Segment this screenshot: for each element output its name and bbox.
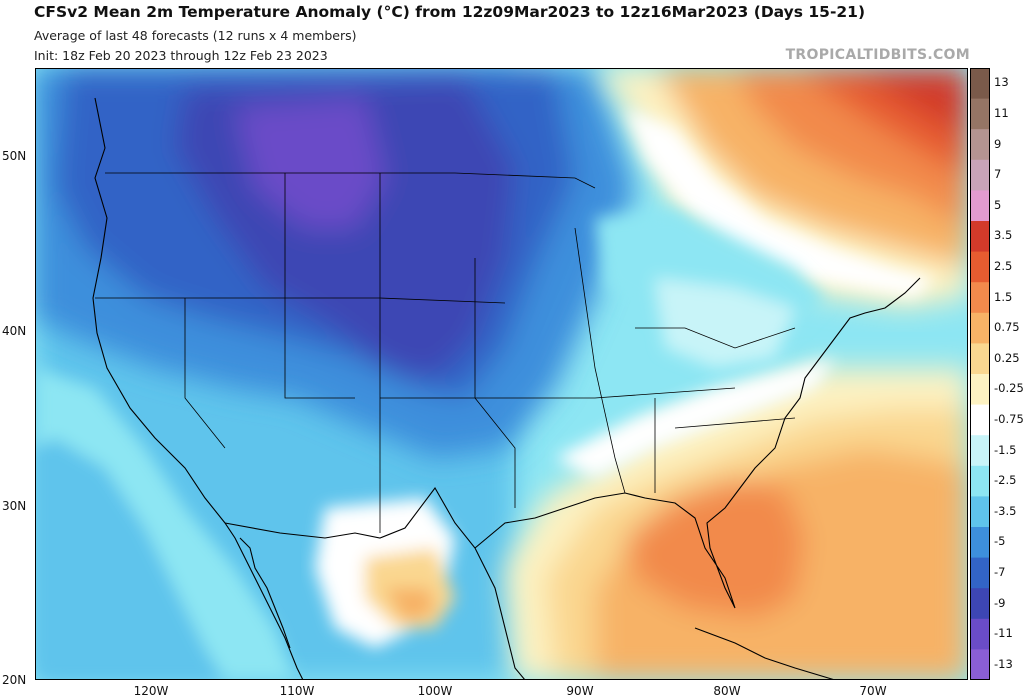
map-subtitle-init: Init: 18z Feb 20 2023 through 12z Feb 23…: [34, 48, 328, 63]
colorbar-swatch: [970, 557, 990, 589]
colorbar-swatch: [970, 68, 990, 100]
colorbar-label: 11: [994, 105, 1009, 120]
colorbar-label: 7: [994, 167, 1002, 182]
colorbar-swatch: [970, 527, 990, 559]
colorbar-label: 1.5: [994, 289, 1013, 304]
lon-label-90w: 90W: [566, 684, 594, 698]
lat-label-30n: 30N: [2, 499, 27, 513]
colorbar-swatch: [970, 251, 990, 283]
colorbar-label: -7: [994, 564, 1006, 579]
colorbar-label: 13: [994, 75, 1009, 90]
coastline-outline: [92, 97, 921, 680]
colorbar-border: [970, 68, 990, 680]
colorbar-label: -9: [994, 595, 1006, 610]
watermark: TROPICALTIDBITS.COM: [785, 47, 970, 63]
lon-label-110w: 110W: [279, 684, 315, 698]
colorbar-swatch: [970, 221, 990, 253]
map-frame: [35, 68, 968, 680]
colorbar-label: -0.75: [994, 411, 1024, 426]
lon-label-80w: 80W: [713, 684, 741, 698]
colorbar-label: 9: [994, 136, 1002, 151]
border-lines: [95, 172, 796, 533]
colorbar-label: -5: [994, 534, 1006, 549]
colorbar-label: -13: [994, 656, 1013, 671]
colorbar-swatch: [970, 159, 990, 191]
colorbar: [970, 68, 990, 680]
lon-label-120w: 120W: [133, 684, 169, 698]
colorbar-label: 0.75: [994, 320, 1020, 335]
colorbar-swatch: [970, 190, 990, 222]
colorbar-label: -1.5: [994, 442, 1017, 457]
colorbar-swatch: [970, 465, 990, 497]
anomaly-field: [35, 68, 968, 680]
colorbar-label: 5: [994, 197, 1002, 212]
colorbar-swatch: [970, 282, 990, 314]
colorbar-swatch: [970, 129, 990, 161]
lat-label-50n: 50N: [2, 149, 27, 163]
colorbar-swatch: [970, 404, 990, 436]
colorbar-swatch: [970, 98, 990, 130]
colorbar-swatch: [970, 374, 990, 406]
colorbar-label: -11: [994, 626, 1013, 641]
colorbar-swatch: [970, 435, 990, 467]
map-title: CFSv2 Mean 2m Temperature Anomaly (°C) f…: [34, 3, 866, 21]
colorbar-label: -0.25: [994, 381, 1024, 396]
colorbar-label: -3.5: [994, 503, 1017, 518]
lon-label-100w: 100W: [417, 684, 453, 698]
colorbar-swatch: [970, 343, 990, 375]
colorbar-swatch: [970, 588, 990, 620]
colorbar-swatch: [970, 496, 990, 528]
lat-label-40n: 40N: [2, 324, 27, 338]
colorbar-label: 3.5: [994, 228, 1013, 243]
colorbar-label: 0.25: [994, 350, 1020, 365]
colorbar-swatch: [970, 312, 990, 344]
colorbar-label: -2.5: [994, 473, 1017, 488]
colorbar-swatch: [970, 618, 990, 650]
lat-label-20n: 20N: [2, 673, 27, 687]
colorbar-swatch: [970, 649, 990, 680]
lon-label-70w: 70W: [859, 684, 887, 698]
colorbar-label: 2.5: [994, 258, 1013, 273]
map-subtitle-ensemble: Average of last 48 forecasts (12 runs x …: [34, 28, 357, 43]
temperature-anomaly-map: [35, 68, 968, 680]
